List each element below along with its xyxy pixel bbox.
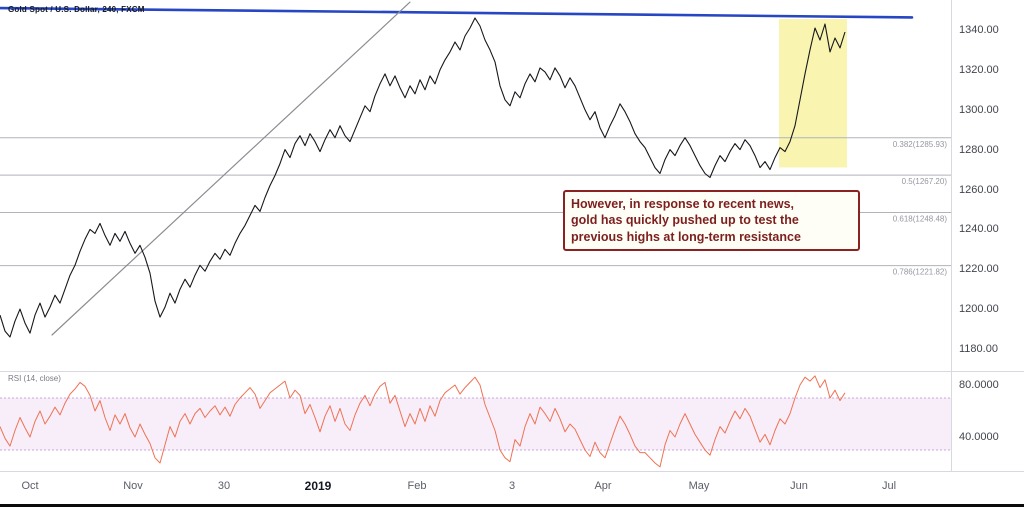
price-tick-label: 1340.00 [959, 24, 999, 36]
time-tick-label: 3 [508, 480, 516, 492]
rsi-pane[interactable]: RSI (14, close) [0, 371, 951, 471]
time-tick-label: Apr [594, 480, 612, 492]
time-tick-label: Jul [881, 480, 897, 492]
price-tick-label: 1180.00 [959, 343, 998, 355]
price-pane[interactable]: 0.382(1285.93) 0.5(1267.20) 0.618(1248.48)… [0, 0, 951, 371]
long-term-resistance-line[interactable] [0, 6, 914, 19]
fib-label: 0.382(1285.93) [893, 140, 948, 149]
time-tick-label: Feb [407, 480, 427, 492]
time-tick-label: Nov [123, 480, 143, 492]
rsi-tick-label: 40.0000 [959, 431, 999, 443]
fib-label: 0.5(1267.20) [902, 177, 948, 186]
price-tick-label: 1320.00 [959, 64, 999, 76]
ascending-trendline[interactable] [51, 1, 411, 336]
price-tick-label: 1240.00 [959, 223, 999, 235]
rsi-tick-label: 80.0000 [959, 379, 999, 391]
price-axis-divider [951, 0, 952, 471]
annotation-text-line: previous highs at long-term resistance [571, 229, 801, 244]
time-tick-label: Jun [790, 480, 808, 492]
annotation-text-line: However, in response to recent news, [571, 197, 794, 211]
pane-divider[interactable] [0, 371, 1024, 372]
time-tick-label: 2019 [304, 479, 332, 493]
time-axis-divider [0, 471, 1024, 472]
annotation-box[interactable]: However, in response to recent news, gol… [563, 190, 860, 251]
time-tick-label: Oct [21, 480, 39, 492]
rsi-indicator-label: RSI (14, close) [8, 374, 61, 383]
price-axis[interactable]: 1340.00 1320.00 1300.00 1280.00 1260.00 1240.… [952, 0, 1024, 471]
fib-label: 0.618(1248.48) [893, 215, 948, 224]
time-tick-label: 30 [217, 480, 231, 492]
annotation-text-line: gold has quickly pushed up to test the [571, 213, 799, 228]
rsi-pane-svg[interactable] [0, 371, 951, 471]
price-tick-label: 1300.00 [959, 104, 999, 116]
time-tick-label: May [688, 480, 710, 492]
symbol-title: Gold Spot / U.S. Dollar, 240, FXCM [8, 5, 145, 14]
price-tick-label: 1200.00 [959, 303, 999, 315]
price-tick-label: 1220.00 [959, 263, 999, 275]
rsi-band [0, 398, 951, 450]
price-line [0, 17, 846, 338]
bottom-border [0, 504, 1024, 507]
time-axis[interactable]: Oct Nov 30 2019 Feb 3 Apr May Jun Jul [0, 472, 1024, 504]
fib-label: 0.786(1221.82) [893, 268, 948, 277]
highlight-region[interactable] [779, 19, 847, 168]
price-pane-svg[interactable]: 0.382(1285.93) 0.5(1267.20) 0.618(1248.48)… [0, 0, 951, 371]
rsi-line [0, 375, 846, 468]
price-tick-label: 1280.00 [959, 144, 999, 156]
price-tick-label: 1260.00 [959, 184, 999, 196]
